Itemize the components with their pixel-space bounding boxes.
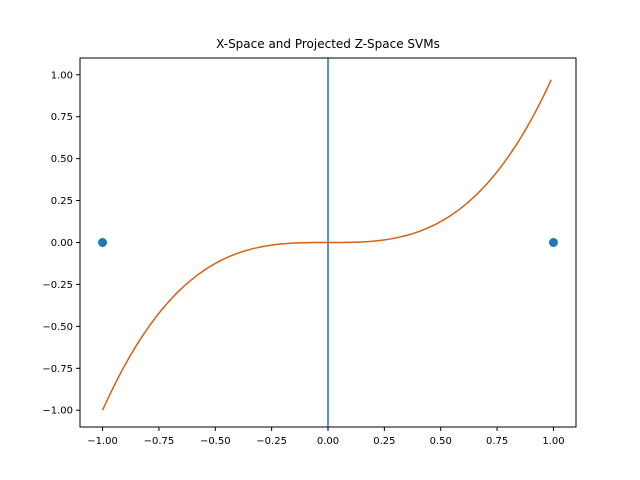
x-axis: −1.00 −0.75 −0.50 −0.25 0.00 0.25 0.50 0.75 1.00 [87, 427, 565, 447]
y-tick-label: −0.50 [42, 322, 73, 333]
scatter-point [548, 238, 558, 247]
x-tick-label: −0.75 [144, 436, 175, 447]
x-tick-label: 0.50 [430, 436, 452, 447]
x-tick-label: 0.25 [373, 436, 395, 447]
x-tick-label: 0.00 [317, 436, 339, 447]
y-tick-label: 0.50 [51, 154, 73, 165]
x-tick-label: −0.25 [256, 436, 287, 447]
x-tick-label: −1.00 [87, 436, 118, 447]
plot-area [98, 58, 558, 427]
scatter-point [98, 238, 108, 247]
axes-frame [79, 57, 577, 428]
y-tick-label: −1.00 [42, 406, 73, 417]
y-tick-label: 0.75 [51, 112, 73, 123]
x-tick-label: −0.50 [200, 436, 231, 447]
chart-title: X-Space and Projected Z-Space SVMs [216, 37, 440, 51]
y-tick-label: −0.75 [42, 364, 73, 375]
x-tick-label: 0.75 [486, 436, 508, 447]
y-tick-label: 1.00 [51, 70, 73, 81]
y-tick-label: −0.25 [42, 280, 73, 291]
x-tick-label: 1.00 [542, 436, 564, 447]
cubic-curve-line [101, 79, 552, 411]
y-axis: −1.00 −0.75 −0.50 −0.25 0.00 0.25 0.50 0.75 1.00 [42, 70, 80, 417]
y-tick-label: 0.00 [51, 238, 73, 249]
y-tick-label: 0.25 [51, 196, 73, 207]
